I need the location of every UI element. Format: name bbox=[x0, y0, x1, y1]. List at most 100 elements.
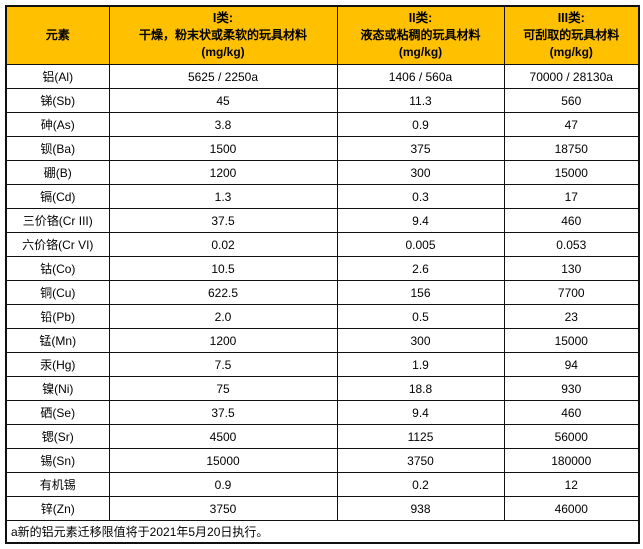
table-row: 六价铬(Cr VI) 0.02 0.005 0.053 bbox=[5, 232, 640, 257]
limit-value-cell: 94 bbox=[503, 352, 640, 377]
limit-value-cell: 560 bbox=[503, 88, 640, 113]
category-3-unit: (mg/kg) bbox=[549, 45, 593, 59]
header-row: 元素 I类: 干燥，粉末状或柔软的玩具材料 (mg/kg) II类: 液态或粘稠… bbox=[5, 5, 640, 65]
limit-value-cell: 0.005 bbox=[336, 232, 505, 257]
limit-value-cell: 10.5 bbox=[108, 256, 338, 281]
table-row: 钡(Ba) 1500 375 18750 bbox=[5, 136, 640, 161]
limit-value-cell: 15000 bbox=[108, 448, 338, 473]
element-name-cell: 铝(Al) bbox=[5, 64, 110, 89]
limit-value-cell: 0.3 bbox=[336, 184, 505, 209]
limit-value-cell: 300 bbox=[336, 328, 505, 353]
limit-value-cell: 37.5 bbox=[108, 400, 338, 425]
limit-value-cell: 7.5 bbox=[108, 352, 338, 377]
limit-value-cell: 37.5 bbox=[108, 208, 338, 233]
limit-value-cell: 0.02 bbox=[108, 232, 338, 257]
limit-value-cell: 460 bbox=[503, 400, 640, 425]
limit-value-cell: 15000 bbox=[503, 328, 640, 353]
limit-value-cell: 18.8 bbox=[336, 376, 505, 401]
category-2-unit: (mg/kg) bbox=[398, 45, 443, 59]
limit-value-cell: 0.9 bbox=[108, 472, 338, 497]
element-name-cell: 硒(Se) bbox=[5, 400, 110, 425]
element-name-cell: 锡(Sn) bbox=[5, 448, 110, 473]
limit-value-cell: 938 bbox=[336, 496, 505, 521]
limit-value-cell: 15000 bbox=[503, 160, 640, 185]
table-row: 锡(Sn) 15000 3750 180000 bbox=[5, 448, 640, 473]
limit-value-cell: 9.4 bbox=[336, 208, 505, 233]
limit-value-cell: 0.053 bbox=[503, 232, 640, 257]
limit-value-cell: 0.2 bbox=[336, 472, 505, 497]
limit-value-cell: 0.5 bbox=[336, 304, 505, 329]
table-row: 铅(Pb) 2.0 0.5 23 bbox=[5, 304, 640, 329]
table-row: 铜(Cu) 622.5 156 7700 bbox=[5, 280, 640, 305]
table-container: 元素 I类: 干燥，粉末状或柔软的玩具材料 (mg/kg) II类: 液态或粘稠… bbox=[5, 5, 640, 544]
category-3-header: III类: 可刮取的玩具材料 (mg/kg) bbox=[503, 5, 640, 65]
table-row: 镉(Cd) 1.3 0.3 17 bbox=[5, 184, 640, 209]
limit-value-cell: 56000 bbox=[503, 424, 640, 449]
element-name-cell: 锌(Zn) bbox=[5, 496, 110, 521]
limit-value-cell: 9.4 bbox=[336, 400, 505, 425]
element-column-header: 元素 bbox=[5, 5, 110, 65]
element-name-cell: 钡(Ba) bbox=[5, 136, 110, 161]
limit-value-cell: 47 bbox=[503, 112, 640, 137]
category-1-header: I类: 干燥，粉末状或柔软的玩具材料 (mg/kg) bbox=[108, 5, 338, 65]
limit-value-cell: 622.5 bbox=[108, 280, 338, 305]
limit-value-cell: 4500 bbox=[108, 424, 338, 449]
limit-value-cell: 3.8 bbox=[108, 112, 338, 137]
limit-value-cell: 2.6 bbox=[336, 256, 505, 281]
limit-value-cell: 460 bbox=[503, 208, 640, 233]
category-1-title: I类: bbox=[212, 11, 234, 25]
limit-value-cell: 156 bbox=[336, 280, 505, 305]
limit-value-cell: 130 bbox=[503, 256, 640, 281]
table-row: 锑(Sb) 45 11.3 560 bbox=[5, 88, 640, 113]
category-3-title: III类: bbox=[557, 11, 585, 25]
category-1-desc: 干燥，粉末状或柔软的玩具材料 bbox=[138, 28, 307, 42]
category-2-desc: 液态或粘稠的玩具材料 bbox=[360, 28, 481, 42]
category-2-header: II类: 液态或粘稠的玩具材料 (mg/kg) bbox=[336, 5, 505, 65]
element-name-cell: 砷(As) bbox=[5, 112, 110, 137]
table-row: 有机锡 0.9 0.2 12 bbox=[5, 472, 640, 497]
limit-value-cell: 375 bbox=[336, 136, 505, 161]
table-row: 镍(Ni) 75 18.8 930 bbox=[5, 376, 640, 401]
limit-value-cell: 45 bbox=[108, 88, 338, 113]
category-1-unit: (mg/kg) bbox=[201, 45, 245, 59]
element-name-cell: 镍(Ni) bbox=[5, 376, 110, 401]
limit-value-cell: 23 bbox=[503, 304, 640, 329]
element-name-cell: 锰(Mn) bbox=[5, 328, 110, 353]
element-name-cell: 锶(Sr) bbox=[5, 424, 110, 449]
element-name-cell: 铅(Pb) bbox=[5, 304, 110, 329]
limit-value-cell: 3750 bbox=[108, 496, 338, 521]
limit-value-cell: 300 bbox=[336, 160, 505, 185]
footnote: a新的铝元素迁移限值将于2021年5月20日执行。 bbox=[5, 520, 640, 544]
limit-value-cell: 1.9 bbox=[336, 352, 505, 377]
limit-value-cell: 5625 / 2250a bbox=[108, 64, 338, 89]
table-row: 硼(B) 1200 300 15000 bbox=[5, 160, 640, 185]
limit-value-cell: 1200 bbox=[108, 160, 338, 185]
element-name-cell: 汞(Hg) bbox=[5, 352, 110, 377]
category-2-title: II类: bbox=[408, 11, 433, 25]
element-name-cell: 锑(Sb) bbox=[5, 88, 110, 113]
limit-value-cell: 7700 bbox=[503, 280, 640, 305]
limit-value-cell: 0.9 bbox=[336, 112, 505, 137]
limit-value-cell: 930 bbox=[503, 376, 640, 401]
limit-value-cell: 3750 bbox=[336, 448, 505, 473]
table-row: 铝(Al) 5625 / 2250a 1406 / 560a 70000 / 2813… bbox=[5, 64, 640, 89]
footnote-row: a新的铝元素迁移限值将于2021年5月20日执行。 bbox=[5, 520, 640, 544]
element-name-cell: 有机锡 bbox=[5, 472, 110, 497]
element-name-cell: 三价铬(Cr III) bbox=[5, 208, 110, 233]
category-3-desc: 可刮取的玩具材料 bbox=[523, 28, 620, 42]
element-name-cell: 钴(Co) bbox=[5, 256, 110, 281]
limit-value-cell: 12 bbox=[503, 472, 640, 497]
element-name-cell: 铜(Cu) bbox=[5, 280, 110, 305]
limit-value-cell: 1125 bbox=[336, 424, 505, 449]
element-name-cell: 镉(Cd) bbox=[5, 184, 110, 209]
table-row: 砷(As) 3.8 0.9 47 bbox=[5, 112, 640, 137]
table-row: 锌(Zn) 3750 938 46000 bbox=[5, 496, 640, 521]
table-row: 钴(Co) 10.5 2.6 130 bbox=[5, 256, 640, 281]
limit-value-cell: 70000 / 28130a bbox=[503, 64, 640, 89]
limit-value-cell: 75 bbox=[108, 376, 338, 401]
limit-value-cell: 46000 bbox=[503, 496, 640, 521]
table-row: 汞(Hg) 7.5 1.9 94 bbox=[5, 352, 640, 377]
table-row: 三价铬(Cr III) 37.5 9.4 460 bbox=[5, 208, 640, 233]
limit-value-cell: 180000 bbox=[503, 448, 640, 473]
